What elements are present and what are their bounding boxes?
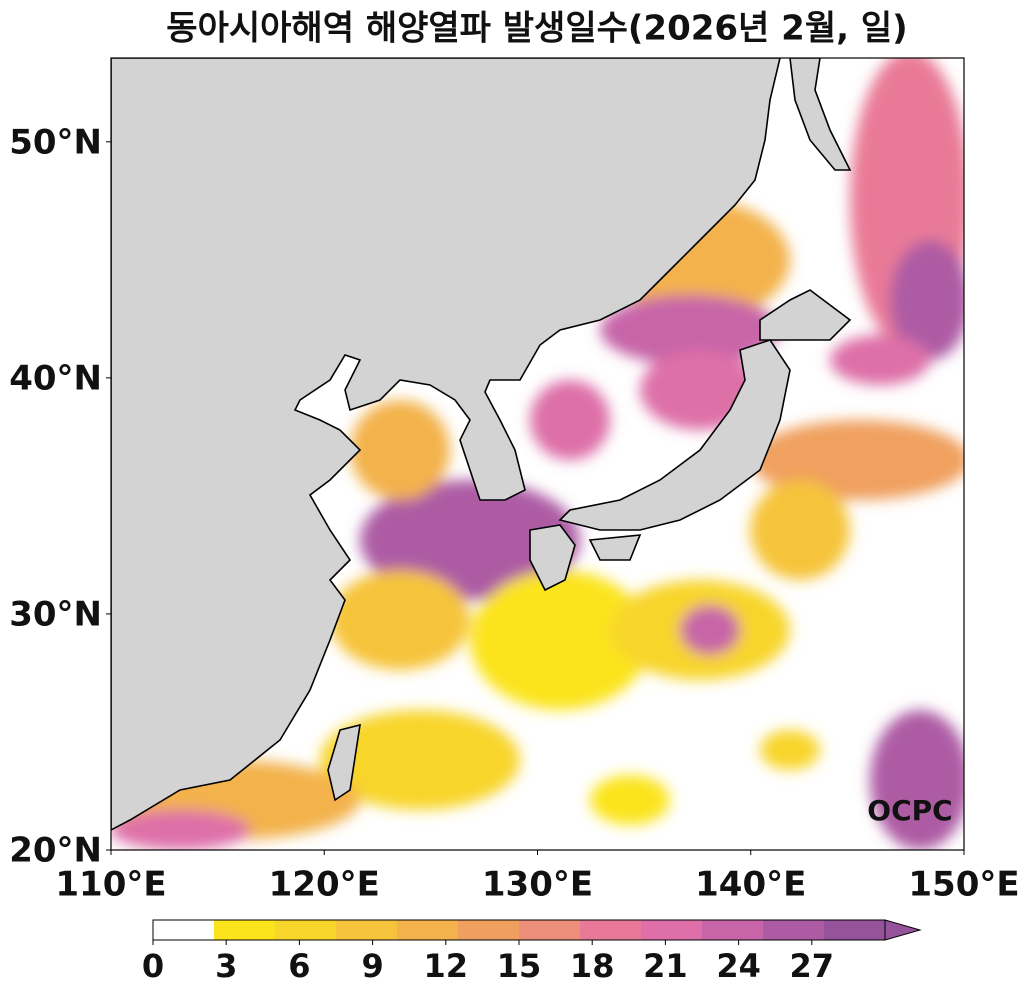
- axes: 110°E 120°E 130°E 140°E 150°E 20°N 30°N 40°N 50°…: [9, 122, 1019, 904]
- colorbar-tick-label: 12: [424, 947, 469, 985]
- colorbar-segment: [153, 920, 215, 940]
- x-tick-label: 130°E: [482, 865, 593, 905]
- x-tick-label: 110°E: [55, 865, 166, 905]
- watermark: OCPC: [867, 794, 952, 827]
- colorbar-tick-label: 18: [570, 947, 615, 985]
- x-tick-label: 140°E: [695, 865, 806, 905]
- y-tick-label: 40°N: [9, 358, 102, 398]
- colorbar-segment: [214, 920, 276, 940]
- y-tick-label: 30°N: [9, 594, 102, 634]
- colorbar-segment: [336, 920, 398, 940]
- title: 동아시아해역 해양열파 발생일수(2026년 2월, 일): [166, 9, 907, 49]
- colorbar-tick-label: 6: [288, 947, 310, 985]
- colorbar-tick-label: 3: [215, 947, 237, 985]
- y-tick-label: 20°N: [9, 831, 102, 871]
- colorbar-tick-label: 0: [142, 947, 164, 985]
- colorbar-segment: [641, 920, 703, 940]
- x-tick-label: 150°E: [908, 865, 1019, 905]
- y-tick-label: 50°N: [9, 122, 102, 162]
- heatwave-field: [111, 58, 964, 850]
- colorbar-tick-label: 24: [716, 947, 761, 985]
- colorbar-segment: [702, 920, 764, 940]
- colorbar-segment: [397, 920, 459, 940]
- colorbar-tick-label: 15: [497, 947, 542, 985]
- colorbar-segment: [275, 920, 337, 940]
- land: [111, 58, 852, 831]
- colorbar-segment: [458, 920, 520, 940]
- colorbar: 0 3 6 9 12 15 18 21 24 27: [142, 919, 922, 985]
- colorbar-tick-label: 21: [643, 947, 688, 985]
- colorbar-segment: [824, 920, 886, 940]
- map-body: [111, 58, 964, 850]
- colorbar-tick-label: 27: [790, 947, 835, 985]
- colorbar-segment: [763, 920, 825, 940]
- colorbar-extend: [884, 919, 922, 941]
- colorbar-segment: [519, 920, 581, 940]
- colorbar-segment: [580, 920, 642, 940]
- colorbar-tick-label: 9: [361, 947, 383, 985]
- x-tick-label: 120°E: [269, 865, 380, 905]
